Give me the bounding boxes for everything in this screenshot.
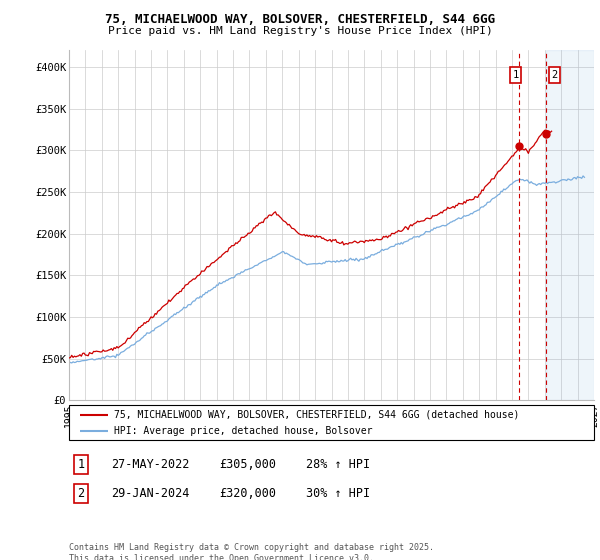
Text: 27-MAY-2022: 27-MAY-2022 [111,458,190,472]
Text: HPI: Average price, detached house, Bolsover: HPI: Average price, detached house, Bols… [113,426,372,436]
Text: 75, MICHAELWOOD WAY, BOLSOVER, CHESTERFIELD, S44 6GG: 75, MICHAELWOOD WAY, BOLSOVER, CHESTERFI… [105,13,495,26]
Text: £320,000: £320,000 [219,487,276,501]
Text: 28% ↑ HPI: 28% ↑ HPI [306,458,370,472]
Text: 1: 1 [77,458,85,472]
Text: 30% ↑ HPI: 30% ↑ HPI [306,487,370,501]
Bar [546,50,594,400]
FancyBboxPatch shape [69,405,594,440]
Text: 75, MICHAELWOOD WAY, BOLSOVER, CHESTERFIELD, S44 6GG (detached house): 75, MICHAELWOOD WAY, BOLSOVER, CHESTERFI… [113,409,519,419]
Text: 2: 2 [77,487,85,501]
Text: £305,000: £305,000 [219,458,276,472]
Text: 1: 1 [512,70,518,80]
Text: Price paid vs. HM Land Registry's House Price Index (HPI): Price paid vs. HM Land Registry's House … [107,26,493,36]
Text: 29-JAN-2024: 29-JAN-2024 [111,487,190,501]
Text: Contains HM Land Registry data © Crown copyright and database right 2025.
This d: Contains HM Land Registry data © Crown c… [69,543,434,560]
Text: 2: 2 [551,70,557,80]
